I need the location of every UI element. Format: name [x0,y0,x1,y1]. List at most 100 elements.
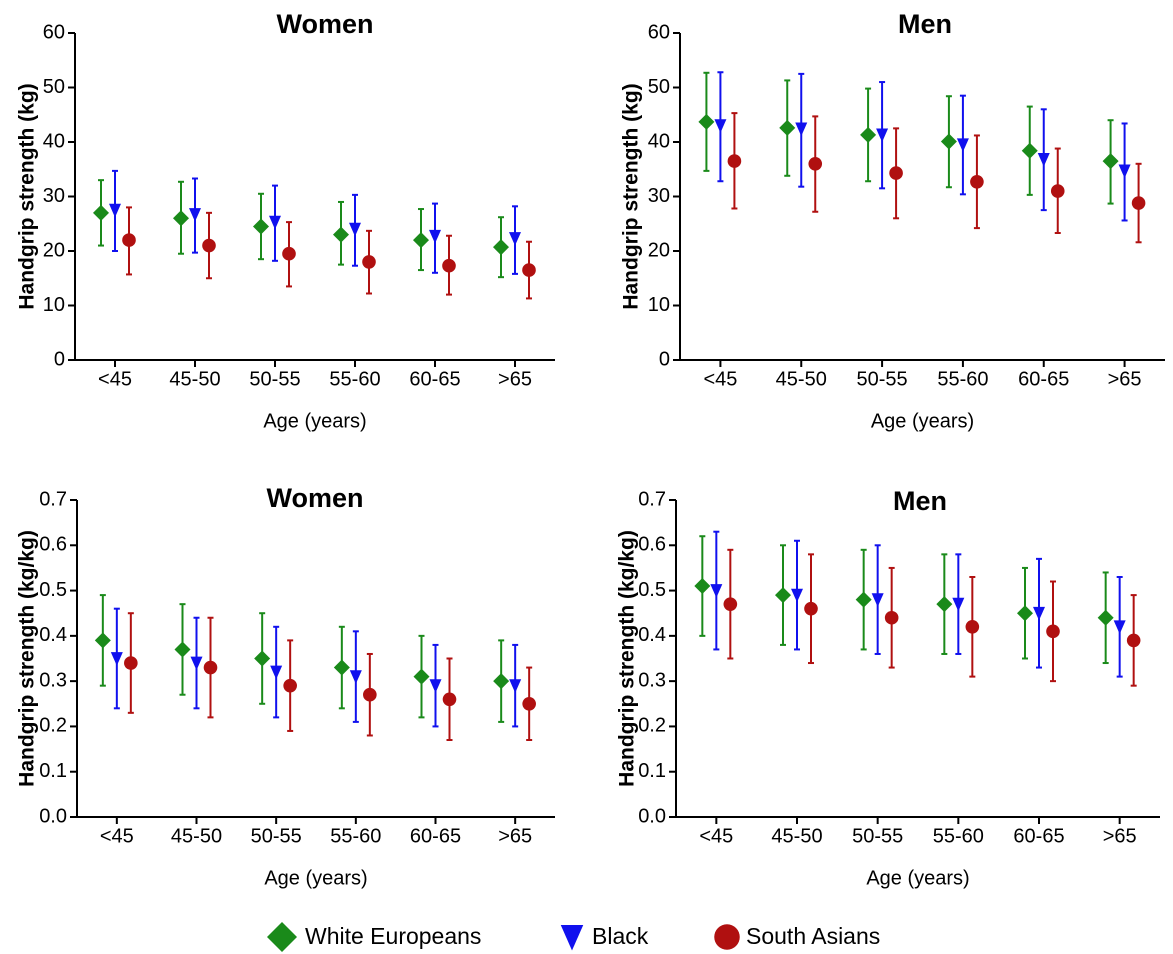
marker [363,687,377,702]
y-axis-title: Handgrip strength (kg) [620,83,643,309]
marker [509,232,521,246]
marker [349,222,361,237]
y-tick-label: 0.0 [638,805,666,827]
x-axis-title: Age (years) [264,867,367,889]
y-tick-label: 0.7 [39,488,67,510]
y-tick-label: 10 [648,294,670,316]
marker [779,119,796,136]
x-tick-label: >65 [498,368,532,390]
y-tick-label: 60 [648,21,670,43]
marker [795,122,808,137]
x-axis-title: Age (years) [871,410,974,432]
x-axis-title: Age (years) [263,410,366,432]
x-tick-label: 45-50 [771,825,822,847]
marker [1017,605,1033,622]
marker [723,597,738,611]
x-tick-label: 45-50 [169,368,220,390]
y-tick-label: 20 [648,239,670,261]
y-tick-label: 0.1 [39,760,67,782]
legend-label: White Europeans [305,923,481,949]
legend-label: South Asians [746,923,880,949]
marker [871,593,884,607]
y-tick-label: 30 [43,185,65,207]
y-tick-label: 0 [659,348,670,370]
x-tick-label: 60-65 [1013,825,1064,847]
marker [362,255,376,269]
x-tick-label: >65 [1108,368,1142,390]
marker [253,218,269,235]
marker [1118,164,1131,179]
marker [698,113,715,130]
marker [190,656,203,671]
marker [860,126,877,143]
y-tick-label: 0.3 [638,669,666,691]
marker [940,133,957,150]
y-tick-label: 0.7 [638,488,666,510]
y-tick-label: 50 [648,76,670,98]
marker [93,204,109,221]
x-axis-title: Age (years) [866,867,969,889]
marker [254,650,271,667]
legend-label: Black [592,923,649,949]
marker [442,692,457,707]
x-tick-label: 55-60 [937,368,988,390]
marker [110,652,123,666]
y-tick-label: 0.2 [638,715,666,737]
x-tick-label: <45 [703,368,737,390]
marker [522,263,536,277]
marker [429,229,441,244]
marker [189,208,201,222]
marker [808,157,823,171]
y-tick-label: 0.5 [39,579,67,601]
marker [109,203,121,218]
marker [442,258,456,273]
chart-title: Men [898,9,952,39]
marker [333,659,350,676]
y-axis-title: Handgrip strength (kg) [16,83,39,309]
marker [710,584,723,598]
marker [1102,153,1119,170]
y-axis-title: Handgrip strength (kg/kg) [16,530,39,787]
x-tick-label: <45 [699,825,733,847]
marker [952,597,965,612]
marker [124,656,138,670]
marker [174,641,191,658]
y-tick-label: 0.2 [39,715,67,737]
marker [694,578,711,595]
marker [727,154,742,168]
y-tick-label: 0.3 [39,669,67,691]
marker [1033,606,1045,621]
marker [1113,620,1126,634]
marker [493,239,509,256]
marker [714,119,727,133]
x-tick-label: 50-55 [857,368,908,390]
legend-marker [267,922,297,952]
marker [1126,633,1141,648]
y-tick-label: 0.4 [39,624,67,646]
marker [884,610,899,625]
x-tick-label: 55-60 [330,825,381,847]
marker [775,587,791,604]
marker [270,665,283,680]
marker [283,678,297,693]
marker [1037,153,1050,167]
x-tick-label: 50-55 [249,368,300,390]
y-tick-label: 0.4 [638,624,666,646]
marker [965,620,980,634]
x-tick-label: <45 [98,368,132,390]
y-tick-label: 60 [43,21,65,43]
marker [855,591,872,608]
marker [522,696,536,711]
y-tick-label: 10 [43,294,65,316]
x-tick-label: 50-55 [852,825,903,847]
x-tick-label: 60-65 [409,368,460,390]
y-tick-label: 0.0 [39,805,67,827]
y-tick-label: 40 [648,130,670,152]
y-tick-label: 20 [43,239,65,261]
marker [203,660,218,675]
marker [970,174,984,189]
marker [333,226,349,243]
marker [429,679,442,693]
y-tick-label: 0.6 [638,534,666,556]
